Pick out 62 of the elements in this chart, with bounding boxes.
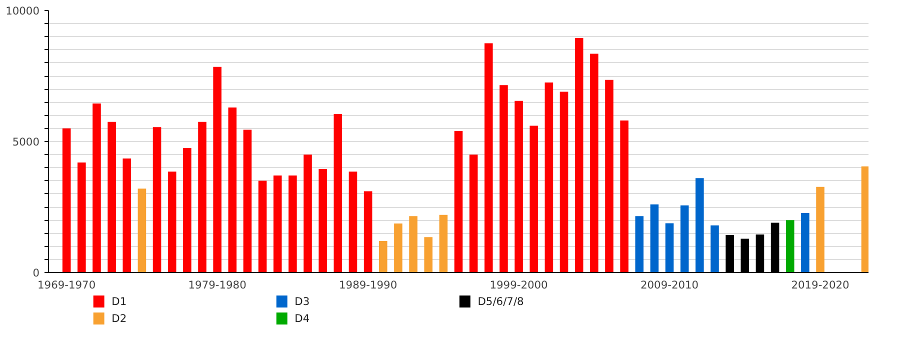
bar <box>861 166 868 272</box>
bar <box>258 180 267 272</box>
bar <box>786 220 794 272</box>
bar <box>424 237 432 272</box>
bar <box>213 66 222 272</box>
bar <box>228 107 237 272</box>
y-tick-label: 10000 <box>6 4 40 18</box>
bar <box>710 225 719 272</box>
bar <box>620 120 628 272</box>
x-tick-label: 1989-1990 <box>339 278 398 292</box>
bar <box>680 205 689 272</box>
bar <box>108 122 116 272</box>
x-tick-label: 1979-1980 <box>188 278 247 292</box>
bar <box>439 214 448 272</box>
bar <box>605 80 614 272</box>
bar <box>816 186 824 272</box>
legend-label: D5/6/7/8 <box>478 295 524 308</box>
bar <box>650 204 659 272</box>
bar <box>62 128 71 272</box>
bar <box>138 188 146 272</box>
bar <box>544 82 554 272</box>
bar <box>514 100 523 272</box>
bar <box>635 216 644 272</box>
y-tick-label: 5000 <box>12 136 40 148</box>
bar <box>574 38 584 272</box>
legend-label: D1 <box>112 295 127 308</box>
bar <box>243 130 252 272</box>
bar <box>348 172 358 272</box>
y-tick-label: 0 <box>32 266 40 280</box>
bar <box>801 213 810 272</box>
bar <box>122 158 132 272</box>
bar <box>409 216 418 272</box>
bar <box>500 85 508 272</box>
bar <box>484 43 493 272</box>
bar <box>590 54 598 272</box>
bar <box>378 241 388 272</box>
bar <box>364 191 372 272</box>
legend-label: D3 <box>294 295 310 308</box>
bar <box>394 224 402 272</box>
bar <box>78 162 86 272</box>
bar <box>168 172 176 272</box>
legend-label: D4 <box>294 312 310 325</box>
bar <box>334 114 342 272</box>
bar <box>288 176 297 272</box>
bar <box>469 154 478 272</box>
x-tick-label: 2019-2020 <box>791 278 850 292</box>
bar <box>696 178 704 272</box>
x-tick-label: 2009-2010 <box>640 278 699 292</box>
bar <box>92 104 101 272</box>
bar <box>530 126 538 272</box>
legend-label: D2 <box>112 312 127 325</box>
bar <box>304 154 312 272</box>
bar <box>273 176 282 272</box>
bar <box>454 131 463 272</box>
bar <box>152 127 162 272</box>
bar <box>198 122 206 272</box>
bar <box>183 148 192 272</box>
bar <box>665 223 674 272</box>
x-tick-label: 1999-2000 <box>490 278 548 292</box>
bar <box>560 92 568 272</box>
x-tick-label: 1969-1970 <box>38 278 96 292</box>
bar <box>318 169 327 272</box>
